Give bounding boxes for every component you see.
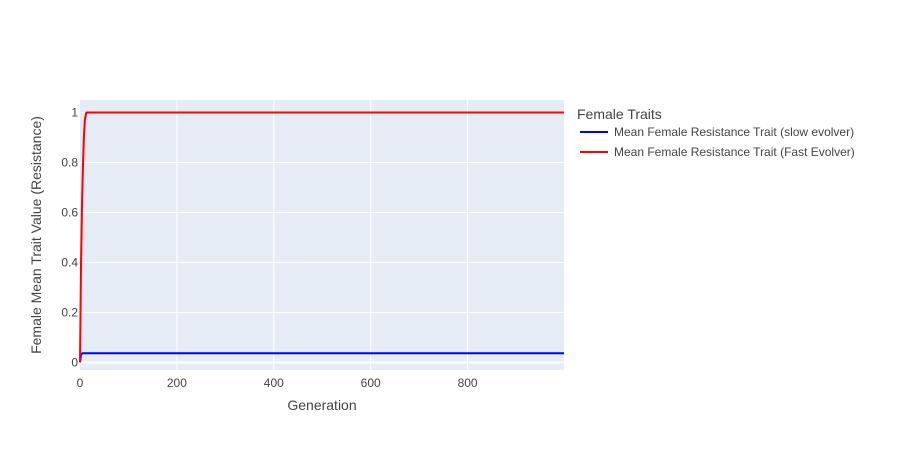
series-lines	[79, 111, 564, 363]
y-tick-label: 0.6	[61, 206, 78, 220]
x-axis-title: Generation	[287, 397, 356, 413]
x-tick-label: 800	[458, 376, 478, 390]
plot-background	[80, 100, 564, 370]
legend-title: Female Traits	[577, 106, 662, 122]
legend: Female Traits Mean Female Resistance Tra…	[577, 106, 855, 159]
x-axis-ticks: 0 200 400 600 800	[77, 376, 478, 390]
x-tick-label: 200	[167, 376, 187, 390]
legend-item[interactable]: Mean Female Resistance Trait (Fast Evolv…	[580, 145, 855, 159]
series-line-fast-evolver	[79, 111, 564, 363]
y-tick-label: 0	[71, 356, 78, 370]
legend-label-fast-evolver: Mean Female Resistance Trait (Fast Evolv…	[614, 145, 855, 159]
y-tick-label: 0.4	[61, 256, 78, 270]
x-tick-label: 0	[77, 376, 84, 390]
y-axis-title: Female Mean Trait Value (Resistance)	[28, 116, 44, 354]
legend-label-slow-evolver: Mean Female Resistance Trait (slow evolv…	[614, 125, 854, 139]
x-tick-label: 400	[264, 376, 284, 390]
y-tick-label: 0.2	[61, 306, 78, 320]
y-axis-ticks: 0 0.2 0.4 0.6 0.8 1	[61, 106, 78, 370]
y-tick-label: 0.8	[61, 156, 78, 170]
y-tick-label: 1	[71, 106, 78, 120]
x-tick-label: 600	[361, 376, 381, 390]
legend-item[interactable]: Mean Female Resistance Trait (slow evolv…	[580, 125, 854, 139]
